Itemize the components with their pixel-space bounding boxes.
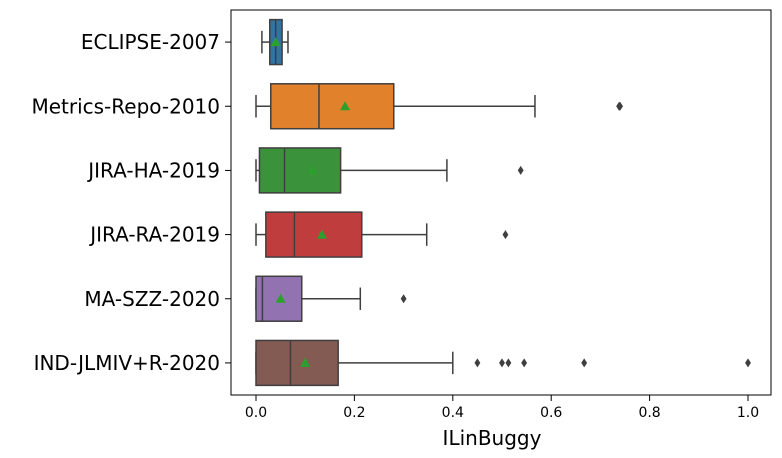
box-iqr: [255, 339, 339, 387]
outlier-point: [745, 358, 751, 368]
mean-marker: [316, 229, 327, 239]
plot-frame: [230, 9, 772, 396]
y-tick-label: Metrics-Repo-2010: [31, 94, 220, 118]
x-tick-label: 0.8: [638, 405, 660, 421]
box-group: [255, 275, 407, 322]
mean-marker: [270, 37, 281, 47]
y-axis: ECLIPSE-2007 Metrics-Repo-2010 JIRA-HA-201…: [31, 30, 231, 375]
mean-marker: [300, 357, 311, 367]
box-group: [255, 147, 524, 194]
outlier-point: [617, 101, 624, 111]
mean-marker: [340, 101, 351, 111]
x-axis: 0.0 0.2 0.4 0.6 0.8 1.0: [245, 395, 759, 421]
outlier-point: [521, 358, 528, 368]
outlier-point: [499, 358, 505, 368]
outlier-point: [400, 294, 407, 304]
box-group: [255, 211, 509, 258]
box-iqr: [265, 211, 363, 258]
y-tick-label: JIRA-RA-2019: [88, 223, 220, 247]
y-tick-label: MA-SZZ-2020: [84, 287, 220, 311]
box-group: [261, 18, 289, 66]
y-tick-label: ECLIPSE-2007: [81, 30, 220, 54]
box-iqr: [270, 83, 395, 130]
outlier-point: [517, 165, 524, 175]
box-group: [255, 83, 624, 130]
x-tick-label: 0.4: [442, 405, 464, 421]
y-tick-label: IND-JLMIV+R-2020: [34, 351, 220, 375]
x-axis-label: ILinBuggy: [443, 426, 542, 450]
y-tick-label: JIRA-HA-2019: [86, 158, 220, 182]
plot-area: [230, 9, 772, 396]
outlier-point: [502, 230, 509, 240]
x-tick-label: 1.0: [737, 405, 759, 421]
box-iqr: [258, 147, 342, 194]
mean-marker: [275, 293, 286, 303]
x-tick-label: 0.6: [540, 405, 562, 421]
outlier-point: [581, 358, 588, 368]
outlier-point: [474, 358, 481, 368]
x-tick-label: 0.0: [245, 405, 267, 421]
x-tick-label: 0.2: [343, 405, 365, 421]
box-group: [255, 339, 751, 387]
mean-marker: [307, 165, 318, 175]
outlier-point: [505, 358, 512, 368]
